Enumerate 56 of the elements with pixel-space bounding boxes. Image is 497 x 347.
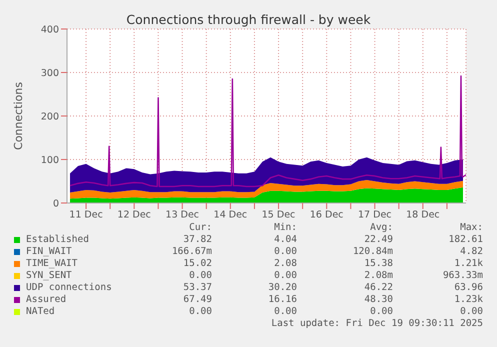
text: 30.20 <box>267 282 297 293</box>
legend-label: FIN_WAIT <box>26 246 72 257</box>
text: 15.02 <box>182 258 212 269</box>
y-tick-label: 0 <box>52 198 59 210</box>
text: 0.00 <box>273 246 297 257</box>
x-tick-label: 12 Dec <box>117 210 151 221</box>
text: 4.04 <box>273 234 297 245</box>
x-tick-label: 18 Dec <box>406 210 440 221</box>
text: 16.16 <box>267 294 297 305</box>
x-tick-label: 15 Dec <box>262 210 296 221</box>
text: 2.08m <box>363 270 393 281</box>
text: 4.82 <box>459 246 483 257</box>
text: 182.61 <box>448 234 483 245</box>
text: 963.33m <box>442 270 483 281</box>
text: 48.30 <box>363 294 393 305</box>
text: Cur: <box>188 222 212 233</box>
y-tick-label: 300 <box>40 68 59 79</box>
chart-title: Connections through firewall - by week <box>126 12 371 27</box>
text: 53.37 <box>182 282 212 293</box>
y-tick-label: 400 <box>40 24 59 36</box>
text: 1.23k <box>453 294 483 305</box>
text: Last update: Fri Dec 19 09:30:11 2025 <box>270 318 483 329</box>
text: 63.96 <box>453 282 483 293</box>
text: 0.00 <box>273 306 297 317</box>
x-tick-label: 13 Dec <box>166 210 200 221</box>
y-axis-title: Connections <box>12 82 25 150</box>
legend-label: UDP connections <box>26 282 112 293</box>
text: 120.84m <box>352 246 393 257</box>
text: 1.21k <box>453 258 483 269</box>
text: 166.67m <box>170 246 212 257</box>
y-tick-label: 100 <box>40 154 59 166</box>
text: 0.00 <box>188 270 212 281</box>
text: 0.00 <box>459 306 483 317</box>
x-tick-label: 11 Dec <box>69 210 103 221</box>
x-tick-label: 16 Dec <box>310 210 344 221</box>
legend-label: TIME_WAIT <box>26 258 78 269</box>
text: Avg: <box>369 222 393 233</box>
text: 67.49 <box>182 294 212 305</box>
text: 2.08 <box>273 258 297 269</box>
text: 0.00 <box>188 306 212 317</box>
x-tick-label: 14 Dec <box>214 210 248 221</box>
text: 46.22 <box>363 282 393 293</box>
legend-label: Established <box>26 234 89 245</box>
text: 22.49 <box>363 234 393 245</box>
text: 15.38 <box>363 258 393 269</box>
legend-label: Assured <box>26 294 66 305</box>
text: Min: <box>273 222 297 233</box>
text: 0.00 <box>369 306 393 317</box>
line-series <box>69 75 466 188</box>
text: 0.00 <box>273 270 297 281</box>
y-tick-label: 200 <box>40 111 59 122</box>
text: Max: <box>459 222 483 233</box>
x-tick-label: 17 Dec <box>358 210 392 221</box>
text: 37.82 <box>182 234 212 245</box>
legend-label: SYN_SENT <box>26 270 72 281</box>
legend-label: NATed <box>26 306 55 317</box>
